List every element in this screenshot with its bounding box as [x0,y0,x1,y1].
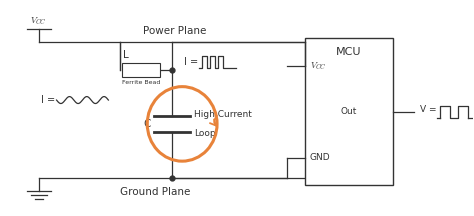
Text: Power Plane: Power Plane [144,27,207,37]
Text: Loop: Loop [194,129,216,138]
Text: Ferrite Bead: Ferrite Bead [122,80,161,85]
Text: MCU: MCU [336,47,361,57]
Text: Ground Plane: Ground Plane [120,187,191,197]
Text: Out: Out [340,108,357,116]
Text: $V_{CC}$: $V_{CC}$ [310,60,327,72]
Text: I =: I = [41,95,55,105]
Text: $V_{CC}$: $V_{CC}$ [30,15,47,27]
Bar [305,38,392,186]
Text: GND: GND [310,153,330,162]
Text: L: L [123,50,129,60]
Bar [122,63,160,77]
Text: C: C [143,119,150,129]
Text: High Current: High Current [194,110,252,119]
Text: V =: V = [420,105,437,114]
Text: I =: I = [184,57,198,67]
